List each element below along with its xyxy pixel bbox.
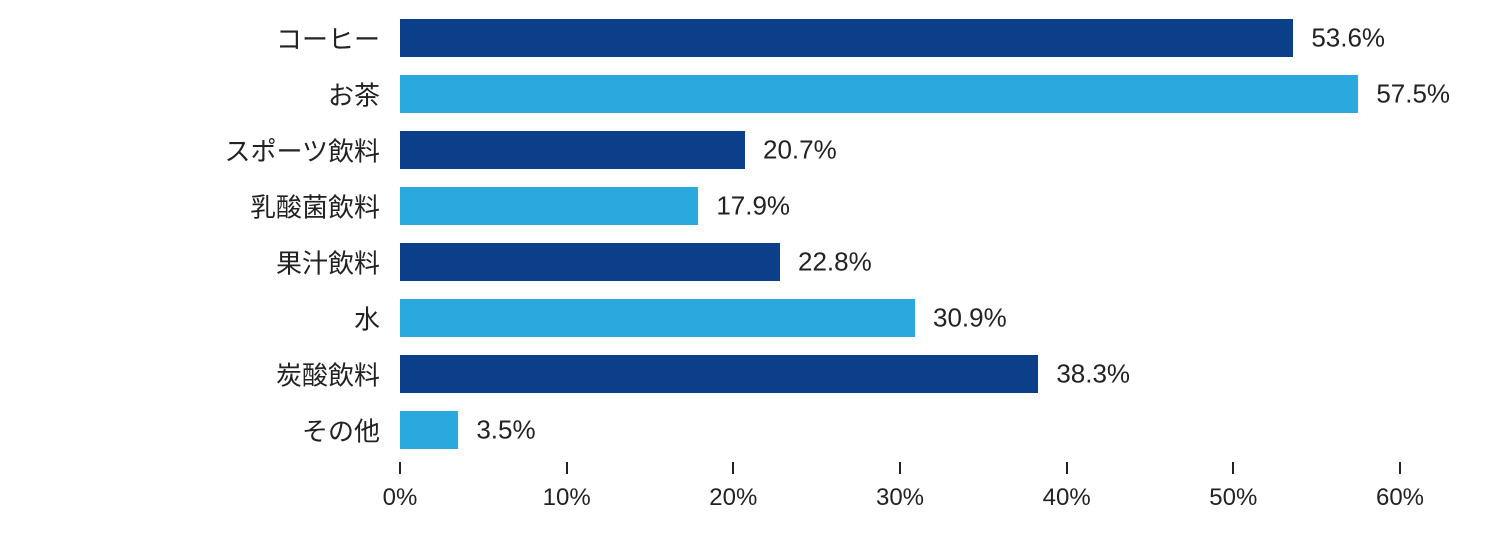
category-label: コーヒー xyxy=(20,20,380,57)
x-tick-mark xyxy=(732,462,734,474)
category-label: 水 xyxy=(20,300,380,337)
x-tick-mark xyxy=(899,462,901,474)
beverage-bar-chart: 53.6%57.5%20.7%17.9%22.8%30.9%38.3%3.5% … xyxy=(0,0,1500,540)
x-tick-label: 40% xyxy=(1043,484,1091,512)
value-label: 17.9% xyxy=(716,191,790,222)
x-tick-label: 50% xyxy=(1209,484,1257,512)
category-label: お茶 xyxy=(20,76,380,113)
x-axis: 0%10%20%30%40%50%60% xyxy=(400,462,1400,522)
value-label: 30.9% xyxy=(933,303,1007,334)
bar xyxy=(400,243,780,281)
bar xyxy=(400,75,1358,113)
x-tick-mark xyxy=(1399,462,1401,474)
x-tick-mark xyxy=(1066,462,1068,474)
value-label: 20.7% xyxy=(763,135,837,166)
bar xyxy=(400,19,1293,57)
x-tick-label: 60% xyxy=(1376,484,1424,512)
category-label: スポーツ飲料 xyxy=(20,132,380,169)
bar xyxy=(400,187,698,225)
bar xyxy=(400,411,458,449)
category-label: その他 xyxy=(20,412,380,449)
x-tick-label: 0% xyxy=(383,484,418,512)
category-label: 果汁飲料 xyxy=(20,244,380,281)
value-label: 38.3% xyxy=(1056,359,1130,390)
value-label: 22.8% xyxy=(798,247,872,278)
value-label: 57.5% xyxy=(1376,79,1450,110)
bar xyxy=(400,355,1038,393)
category-label: 炭酸飲料 xyxy=(20,356,380,393)
x-tick-mark xyxy=(1232,462,1234,474)
bar xyxy=(400,299,915,337)
plot-area: 53.6%57.5%20.7%17.9%22.8%30.9%38.3%3.5% xyxy=(400,0,1400,542)
x-tick-label: 10% xyxy=(543,484,591,512)
bar xyxy=(400,131,745,169)
x-tick-label: 20% xyxy=(709,484,757,512)
category-label: 乳酸菌飲料 xyxy=(20,188,380,225)
value-label: 53.6% xyxy=(1311,23,1385,54)
x-tick-mark xyxy=(566,462,568,474)
value-label: 3.5% xyxy=(476,415,535,446)
x-tick-label: 30% xyxy=(876,484,924,512)
x-tick-mark xyxy=(399,462,401,474)
